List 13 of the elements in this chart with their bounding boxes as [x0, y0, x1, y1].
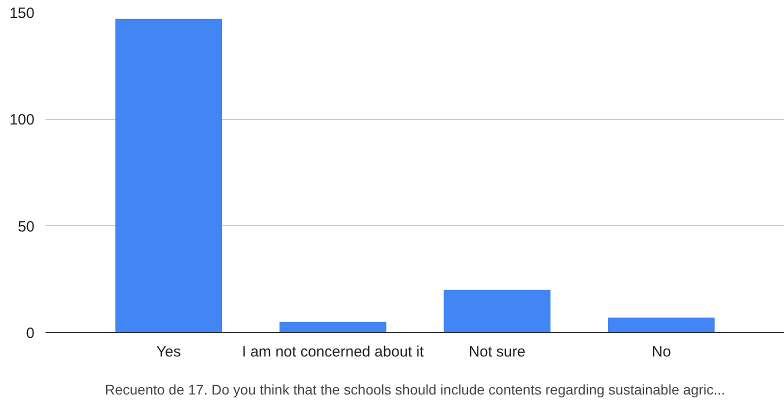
x-tick-label: Yes	[156, 344, 181, 360]
x-tick-label: Not sure	[468, 344, 526, 360]
bar	[115, 18, 222, 332]
x-tick-label: I am not concerned about it	[242, 344, 425, 360]
bar	[444, 290, 550, 332]
x-tick-label: No	[652, 344, 671, 360]
y-tick-label: 100	[9, 112, 35, 129]
y-tick-label: 50	[18, 218, 35, 236]
bar	[280, 322, 386, 332]
x-axis-title: Recuento de 17. Do you think that the schools should include contents regarding sustainable agric...	[104, 382, 726, 398]
bar	[608, 318, 715, 332]
y-tick-label: 150	[9, 5, 35, 22]
y-tick-label: 0	[26, 325, 34, 342]
